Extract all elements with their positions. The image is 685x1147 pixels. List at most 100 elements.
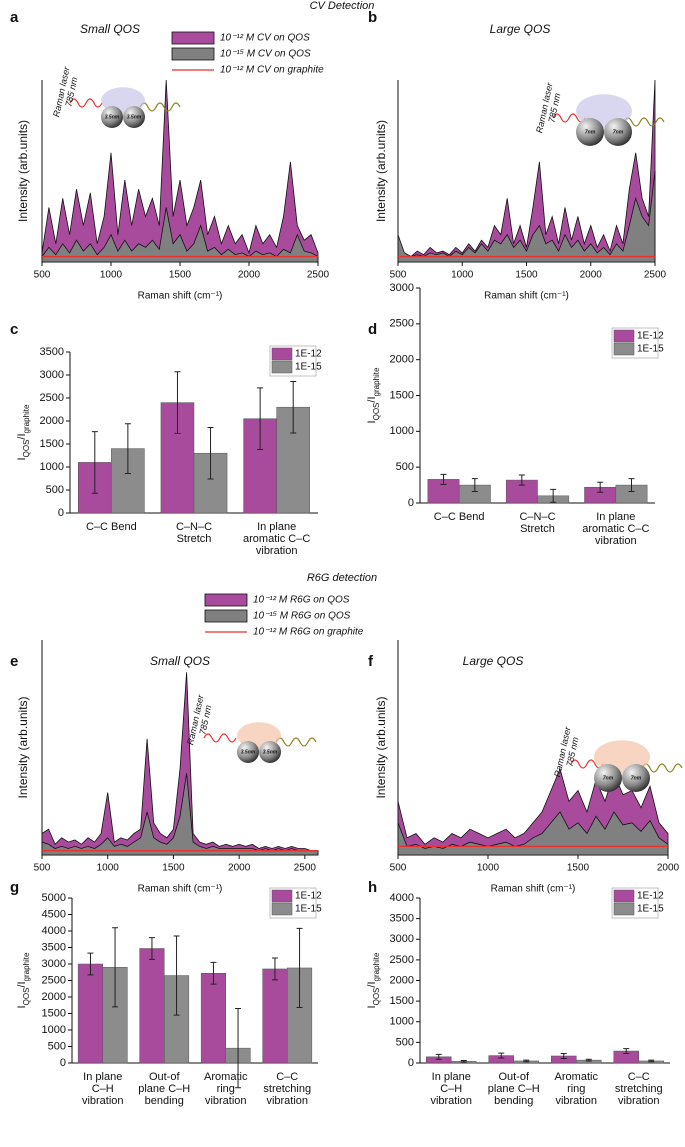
legend-label: 10⁻¹² M CV on QOS — [220, 33, 310, 44]
bar — [200, 972, 226, 1064]
y-tick-label: 2000 — [42, 991, 66, 1003]
y-axis-label-part: graphite — [372, 367, 381, 396]
error-bar — [518, 474, 525, 486]
error-bar — [628, 478, 635, 493]
x-tick-label-line: Out-of — [149, 1071, 181, 1083]
x-tick-label: 1000 — [477, 863, 500, 874]
x-tick-label: 1000 — [100, 270, 123, 281]
error-bar — [296, 927, 303, 1009]
y-tick-label: 0 — [58, 507, 64, 519]
x-tick-label-line: C–N–C — [176, 521, 212, 533]
error-bar — [257, 387, 264, 451]
x-tick-label: 2000 — [657, 863, 680, 874]
x-tick-label: 1500 — [169, 270, 192, 281]
legend-label: 1E-12 — [295, 349, 322, 360]
legend-label: 1E-12 — [637, 891, 664, 902]
y-tick-label: 3000 — [40, 369, 64, 381]
panel-label: h — [368, 879, 377, 896]
x-tick-label-line: In plane — [432, 1071, 471, 1083]
x-tick-label: 1500 — [567, 863, 590, 874]
y-tick-label: 1000 — [42, 1024, 66, 1036]
laser-beam — [570, 759, 604, 769]
x-tick-label-line: Stretch — [520, 523, 555, 535]
y-axis-label-part: I — [16, 457, 28, 460]
x-tick-label-line: Aromatic — [204, 1071, 248, 1083]
error-bar — [498, 1052, 505, 1059]
y-axis-label-part: /I — [366, 981, 378, 987]
y-tick-label: 1500 — [40, 438, 64, 450]
error-bar — [523, 1059, 530, 1063]
x-tick-label-line: bending — [145, 1095, 184, 1107]
panel-label: c — [10, 321, 18, 338]
panel-title: Large QOS — [490, 22, 551, 36]
legend-label: 10⁻¹⁵ M R6G on QOS — [253, 611, 351, 622]
error-bar — [460, 1060, 467, 1063]
error-bar — [648, 1059, 655, 1063]
section-heading: R6G detection — [307, 572, 377, 584]
x-axis-label: Raman shift (cm⁻¹) — [138, 884, 223, 895]
spectrum-area — [397, 170, 656, 263]
x-tick-label: Out-of plane C–H bending — [488, 1071, 540, 1107]
y-tick-label: 1000 — [40, 461, 64, 473]
x-tick-label-line: aromatic C–C — [243, 533, 310, 545]
y-axis-label-part: I — [366, 420, 378, 423]
x-tick-label-line: stretching — [263, 1083, 311, 1095]
legend-label: 1E-15 — [637, 344, 664, 355]
legend-swatch — [171, 31, 215, 45]
spectrum-area — [41, 79, 319, 263]
x-tick-label: Aromatic ring vibration — [555, 1071, 599, 1107]
error-bar — [471, 478, 478, 493]
y-axis-label-part: QOS — [372, 403, 381, 421]
x-tick-label-line: stretching — [615, 1083, 663, 1095]
y-axis-label-part: QOS — [22, 988, 31, 1006]
error-bar — [623, 1048, 630, 1055]
y-axis-label-part: QOS — [22, 440, 31, 458]
panel-label: e — [10, 653, 18, 670]
scattered-beam — [139, 102, 181, 112]
y-tick-label: 1500 — [42, 1007, 66, 1019]
error-bar — [271, 957, 278, 981]
error-bar — [207, 426, 214, 480]
y-tick-label: 1500 — [390, 995, 414, 1007]
legend-label: 1E-12 — [637, 331, 664, 342]
x-tick-label: 2000 — [228, 863, 251, 874]
legend-label: 1E-15 — [295, 362, 322, 373]
y-tick-label: 0 — [60, 1057, 66, 1069]
x-tick-label-line: Aromatic — [555, 1071, 599, 1083]
x-tick-label: C–C Bend — [434, 511, 485, 523]
error-bar — [435, 1053, 442, 1060]
y-axis-label-part: graphite — [22, 952, 31, 981]
error-bar — [87, 952, 94, 976]
y-tick-label: 0 — [408, 1057, 414, 1069]
error-bar — [440, 473, 447, 485]
legend-label: 10⁻¹⁵ M CV on QOS — [220, 49, 311, 60]
spectrum-area — [41, 207, 319, 263]
y-tick-label: 4000 — [390, 892, 414, 904]
panel-title: Small QOS — [150, 654, 210, 668]
x-tick-label-line: vibration — [430, 1095, 472, 1107]
laser-beam — [69, 98, 103, 108]
y-tick-label: 2000 — [40, 415, 64, 427]
bar — [139, 948, 165, 1064]
error-bar — [560, 1053, 567, 1059]
quantum-dot — [604, 118, 632, 146]
x-tick-label-line: Out-of — [498, 1071, 530, 1083]
y-tick-label: 3500 — [42, 941, 66, 953]
y-tick-label: 500 — [46, 484, 64, 496]
panel-title: Small QOS — [80, 22, 140, 36]
dot-label: 3.5nm — [263, 749, 278, 755]
x-tick-label-line: C–C — [628, 1071, 650, 1083]
error-bar — [174, 371, 181, 434]
legend-swatch — [204, 593, 248, 607]
x-axis-label: Raman shift (cm⁻¹) — [138, 291, 223, 302]
x-tick-label: 2000 — [238, 270, 261, 281]
y-tick-label: 3500 — [40, 346, 64, 358]
section-heading: CV Detection — [310, 0, 375, 12]
y-tick-label: 5000 — [42, 892, 66, 904]
scattered-beam — [275, 737, 317, 747]
x-tick-label: 500 — [390, 863, 407, 874]
spectrum-area — [41, 773, 319, 856]
legend-swatch — [171, 47, 215, 61]
x-tick-label: C–C stretching vibration — [615, 1071, 663, 1107]
error-bar — [290, 380, 297, 434]
